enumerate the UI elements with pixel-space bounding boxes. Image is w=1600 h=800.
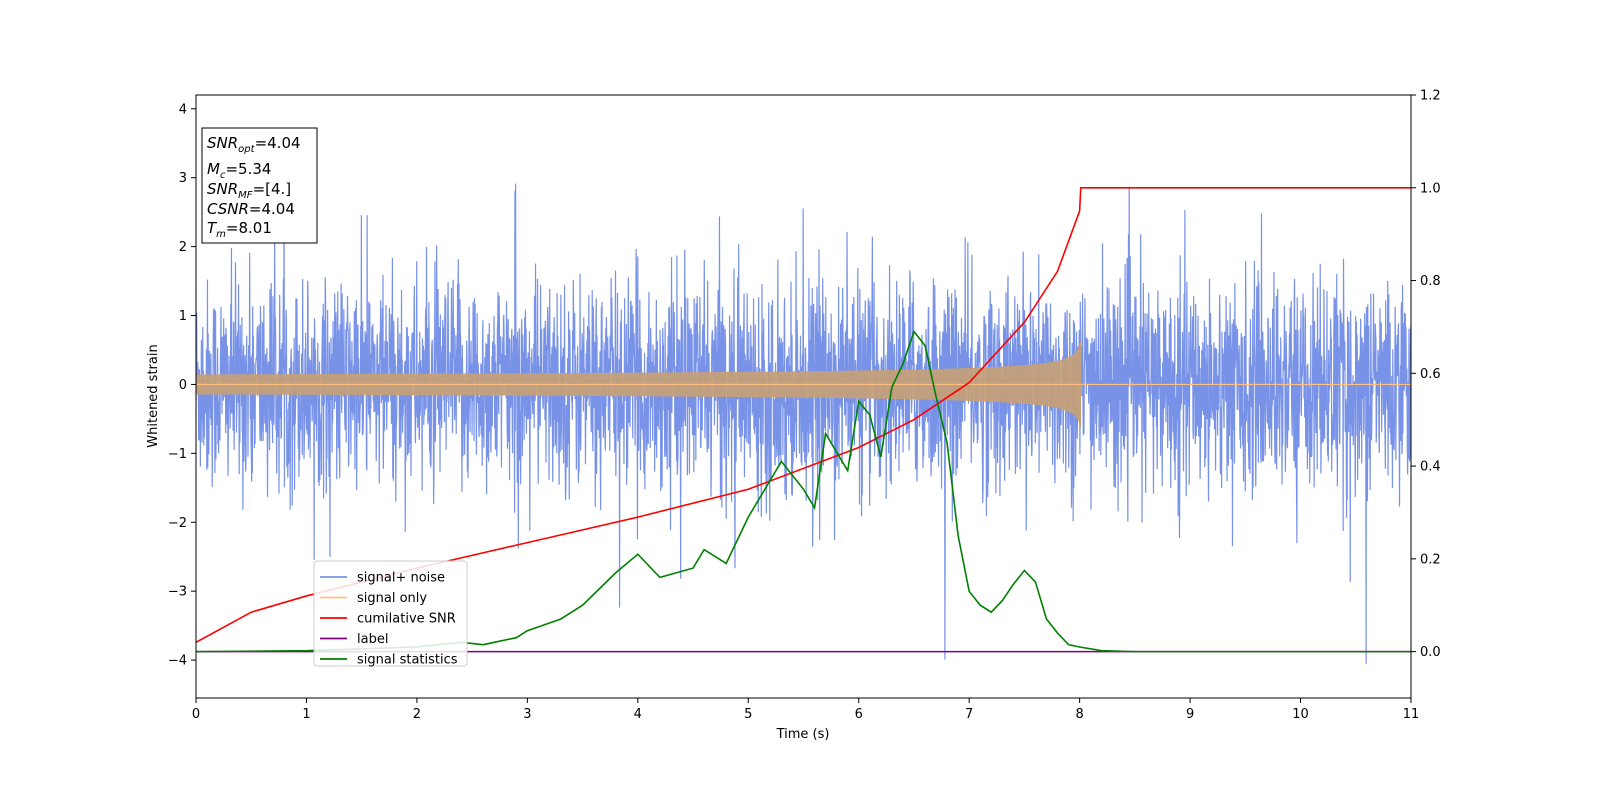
plot-frame — [195, 94, 1412, 699]
x-tick-label: 2 — [413, 707, 421, 722]
signal-statistics-line — [195, 329, 1411, 653]
y-left-tick-label: 1 — [179, 309, 187, 324]
legend-frame — [313, 560, 468, 667]
info-box: SNRopt=4.04 Mc=5.34 SNRMF=[4.] CSNR=4.04… — [201, 127, 318, 244]
x-tick-label: 6 — [855, 707, 863, 722]
y-left-tick-label: −4 — [168, 654, 187, 669]
y-right-tick-label: 0.6 — [1420, 367, 1441, 382]
legend-label: signal only — [357, 591, 427, 606]
y-left-tick-label: 3 — [179, 171, 187, 186]
x-tick-label: 9 — [1186, 707, 1194, 722]
y-axis-left: 4 3 2 1 0 −1 −2 −3 −4 — [168, 102, 196, 669]
y-right-tick-label: 1.0 — [1420, 181, 1441, 196]
x-tick-label: 5 — [744, 707, 752, 722]
legend-label: cumilative SNR — [357, 612, 456, 627]
y-right-tick-label: 0.2 — [1420, 552, 1441, 567]
info-box-frame — [201, 127, 318, 244]
y-right-tick-label: 0.4 — [1420, 460, 1441, 475]
x-tick-label: 8 — [1075, 707, 1083, 722]
y-left-tick-label: −3 — [168, 585, 187, 600]
legend-label: signal statistics — [357, 653, 458, 668]
x-tick-label: 10 — [1292, 707, 1309, 722]
info-snr-opt: SNRopt=4.04 — [207, 134, 301, 155]
info-mc: Mc=5.34 — [207, 160, 271, 181]
info-tm: Tm=8.01 — [207, 219, 272, 240]
info-csnr: CSNR=4.04 — [207, 200, 295, 218]
x-axis: 0 1 2 3 4 5 6 7 8 9 10 11 — [192, 698, 1419, 722]
y-right-tick-label: 0.8 — [1420, 274, 1441, 289]
x-tick-label: 4 — [634, 707, 642, 722]
x-tick-label: 1 — [302, 707, 310, 722]
x-tick-label: 3 — [523, 707, 531, 722]
y-left-tick-label: 0 — [179, 378, 187, 393]
info-snr-mf: SNRMF=[4.] — [207, 180, 291, 201]
legend-label: signal+ noise — [357, 571, 445, 586]
y-right-tick-label: 0.0 — [1420, 645, 1441, 660]
y-axis-right: 1.2 1.0 0.8 0.6 0.4 0.2 0.0 — [1411, 89, 1441, 660]
legend: signal+ noise signal only cumilative SNR la… — [313, 560, 468, 668]
y-right-tick-label: 1.2 — [1420, 89, 1441, 104]
y-left-tick-label: 2 — [179, 240, 187, 255]
y-left-tick-label: −1 — [168, 447, 187, 462]
x-tick-label: 11 — [1403, 707, 1420, 722]
signal-only-series — [195, 341, 1411, 428]
x-tick-label: 7 — [965, 707, 973, 722]
legend-label: label — [357, 632, 388, 647]
x-tick-label: 0 — [192, 707, 200, 722]
y-left-tick-label: −2 — [168, 516, 187, 531]
y-left-tick-label: 4 — [179, 102, 187, 117]
x-axis-title: Time (s) — [776, 727, 830, 742]
y-axis-title: Whitened strain — [146, 344, 161, 447]
